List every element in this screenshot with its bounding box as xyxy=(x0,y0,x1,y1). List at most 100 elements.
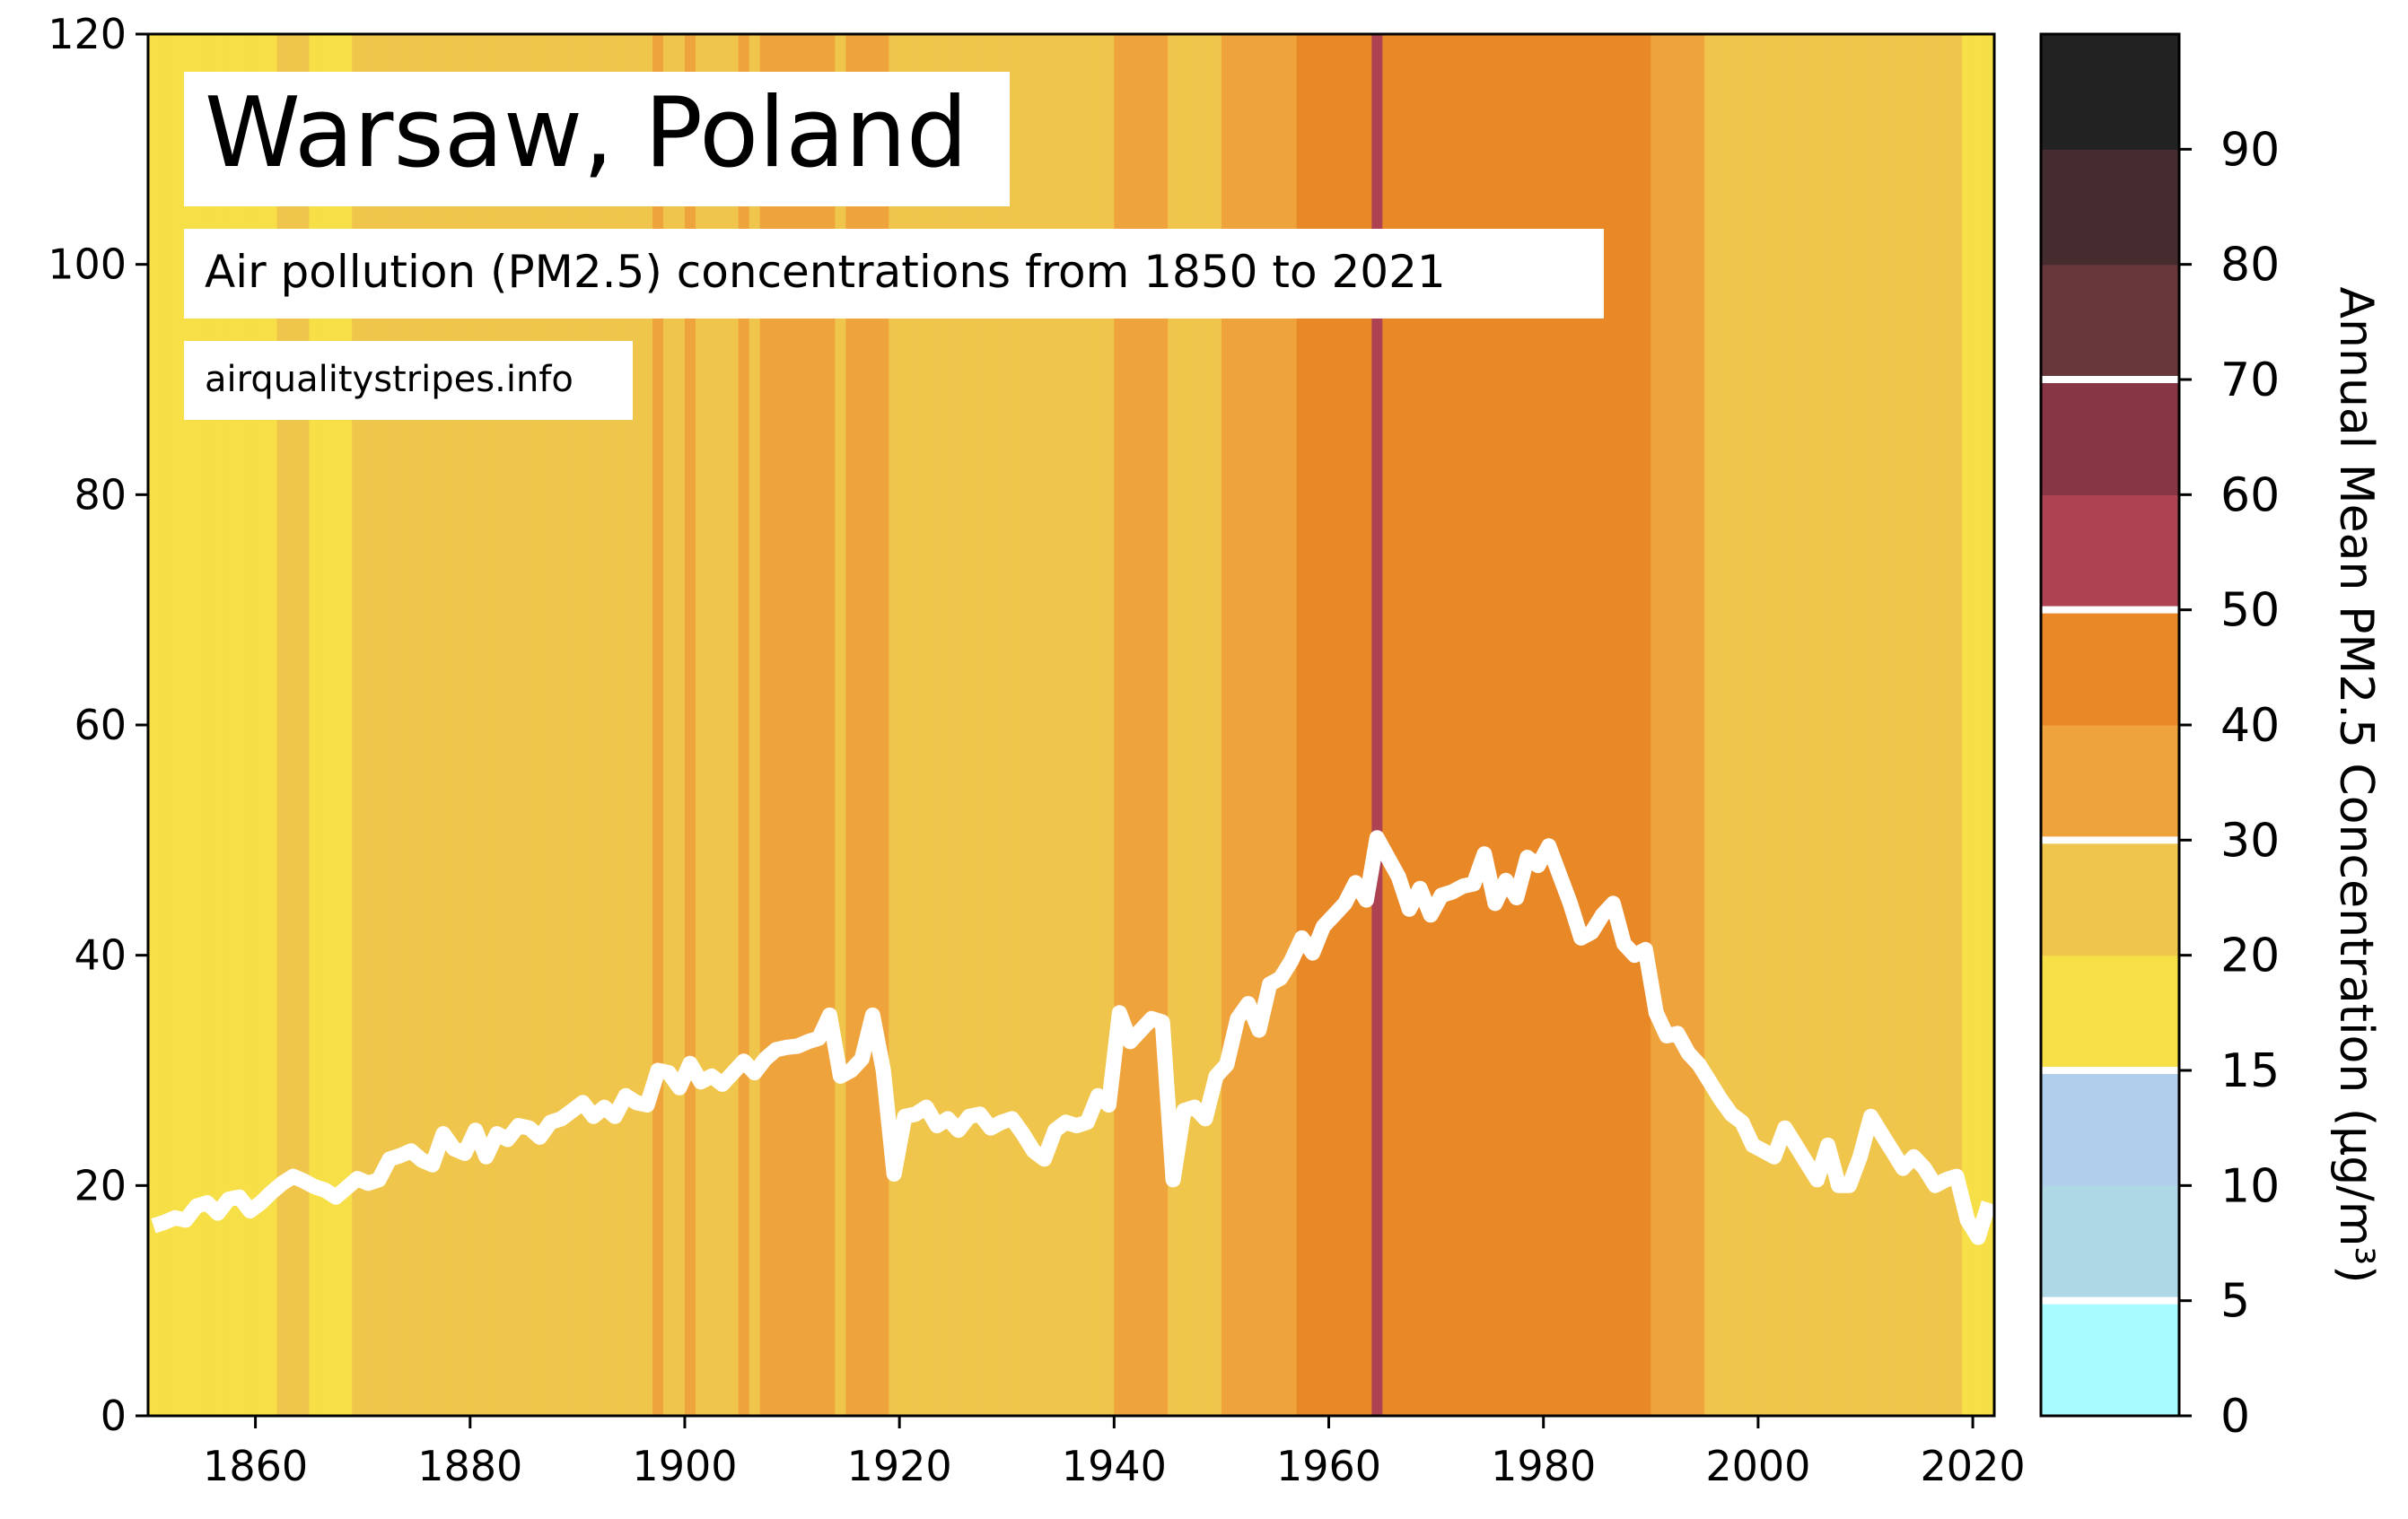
stripe xyxy=(1178,34,1190,1416)
stripe xyxy=(631,34,643,1416)
stripe xyxy=(1510,34,1523,1416)
stripe xyxy=(1200,34,1212,1416)
stripe xyxy=(1575,34,1588,1416)
stripe xyxy=(1189,34,1201,1416)
x-tick-label: 1980 xyxy=(1491,1442,1596,1490)
colorbar-tick-label: 0 xyxy=(2220,1390,2250,1444)
stripe xyxy=(1436,34,1448,1416)
colorbar-tick-label: 70 xyxy=(2220,354,2280,407)
stripe xyxy=(1017,34,1029,1416)
stripe xyxy=(1500,34,1512,1416)
y-tick-label: 80 xyxy=(74,470,127,519)
stripe xyxy=(1715,34,1727,1416)
stripe xyxy=(1597,34,1609,1416)
stripe xyxy=(974,34,986,1416)
stripe xyxy=(770,34,783,1416)
stripe xyxy=(1704,34,1716,1416)
stripe xyxy=(963,34,976,1416)
stripe xyxy=(899,34,911,1416)
stripe xyxy=(889,34,900,1416)
title-box xyxy=(184,72,1010,206)
x-tick-label: 1920 xyxy=(847,1442,952,1490)
stripe xyxy=(1726,34,1738,1416)
colorbar-segment xyxy=(2041,840,2179,956)
stripe xyxy=(1736,34,1748,1416)
stripe xyxy=(995,34,1008,1416)
stripe xyxy=(1125,34,1136,1416)
stripe xyxy=(1318,34,1330,1416)
stripe xyxy=(1532,34,1545,1416)
stripe xyxy=(813,34,826,1416)
stripe xyxy=(1038,34,1051,1416)
colorbar-tick-label: 30 xyxy=(2220,814,2280,868)
stripe xyxy=(1768,34,1781,1416)
colorbar-segment xyxy=(2041,380,2179,495)
stripe xyxy=(1242,34,1255,1416)
colorbar-tick-label: 80 xyxy=(2220,239,2280,292)
stripe xyxy=(781,34,793,1416)
stripe xyxy=(1672,34,1684,1416)
stripe xyxy=(1274,34,1287,1416)
source-label: airqualitystripes.info xyxy=(205,359,574,400)
colorbar-segment xyxy=(2041,1185,2179,1302)
stripe xyxy=(1425,34,1437,1416)
stripe xyxy=(1640,34,1651,1416)
stripe xyxy=(921,34,933,1416)
x-tick-label: 1940 xyxy=(1062,1442,1167,1490)
stripe xyxy=(1833,34,1845,1416)
colorbar-tick-label: 15 xyxy=(2220,1044,2280,1098)
stripe xyxy=(941,34,954,1416)
stripe xyxy=(1253,34,1265,1416)
stripe xyxy=(985,34,997,1416)
colorbar-segment xyxy=(2041,494,2179,611)
stripe xyxy=(932,34,943,1416)
stripe xyxy=(1339,34,1352,1416)
x-tick-label: 2000 xyxy=(1705,1442,1810,1490)
colorbar-segment xyxy=(2041,1070,2179,1186)
stripe xyxy=(1951,34,1963,1416)
stripe xyxy=(1285,34,1298,1416)
stripe xyxy=(1135,34,1147,1416)
stripe xyxy=(1618,34,1630,1416)
stripe xyxy=(1371,34,1383,1416)
y-tick-label: 120 xyxy=(48,10,127,58)
stripe xyxy=(158,34,171,1416)
line-layer xyxy=(151,830,1997,1245)
stripe xyxy=(1543,34,1555,1416)
stripe xyxy=(1328,34,1341,1416)
stripe xyxy=(1404,34,1415,1416)
axes: 0 20 40 60 80 100 120 1860 1880 1900 1920 1940 1960 1… xyxy=(48,10,2025,1490)
x-tick-label: 1900 xyxy=(632,1442,737,1490)
stripe xyxy=(802,34,815,1416)
y-tick-label: 100 xyxy=(48,240,127,289)
x-tick-label: 1960 xyxy=(1276,1442,1381,1490)
y-tick-label: 40 xyxy=(74,931,127,980)
stripe xyxy=(910,34,922,1416)
colorbar-tick-label: 50 xyxy=(2220,584,2280,638)
colorbar: 0 5 10 15 20 30 40 50 60 70 80 90 xyxy=(2039,32,2280,1444)
stripe xyxy=(1028,34,1040,1416)
stripe xyxy=(1865,34,1878,1416)
stripe xyxy=(1811,34,1824,1416)
stripe xyxy=(952,34,965,1416)
colorbar-segment xyxy=(2041,725,2179,841)
chart-subtitle: Air pollution (PM2.5) concentrations fro… xyxy=(205,246,1446,298)
stripe xyxy=(1489,34,1502,1416)
stripe xyxy=(1822,34,1834,1416)
stripe xyxy=(1962,34,1974,1416)
colorbar-tick-label: 60 xyxy=(2220,468,2280,522)
stripe xyxy=(1382,34,1394,1416)
colorbar-segment xyxy=(2041,34,2179,150)
stripe xyxy=(1006,34,1019,1416)
stripe xyxy=(1081,34,1094,1416)
chart-title: Warsaw, Poland xyxy=(205,77,968,189)
stripe xyxy=(1049,34,1062,1416)
stripe xyxy=(1071,34,1083,1416)
stripe xyxy=(1779,34,1791,1416)
y-tick-label: 60 xyxy=(74,701,127,749)
stripe xyxy=(1521,34,1534,1416)
stripe xyxy=(1973,34,1984,1416)
colorbar-tick-label: 20 xyxy=(2220,930,2280,983)
y-tick-label: 0 xyxy=(101,1392,127,1440)
stripe xyxy=(1661,34,1673,1416)
